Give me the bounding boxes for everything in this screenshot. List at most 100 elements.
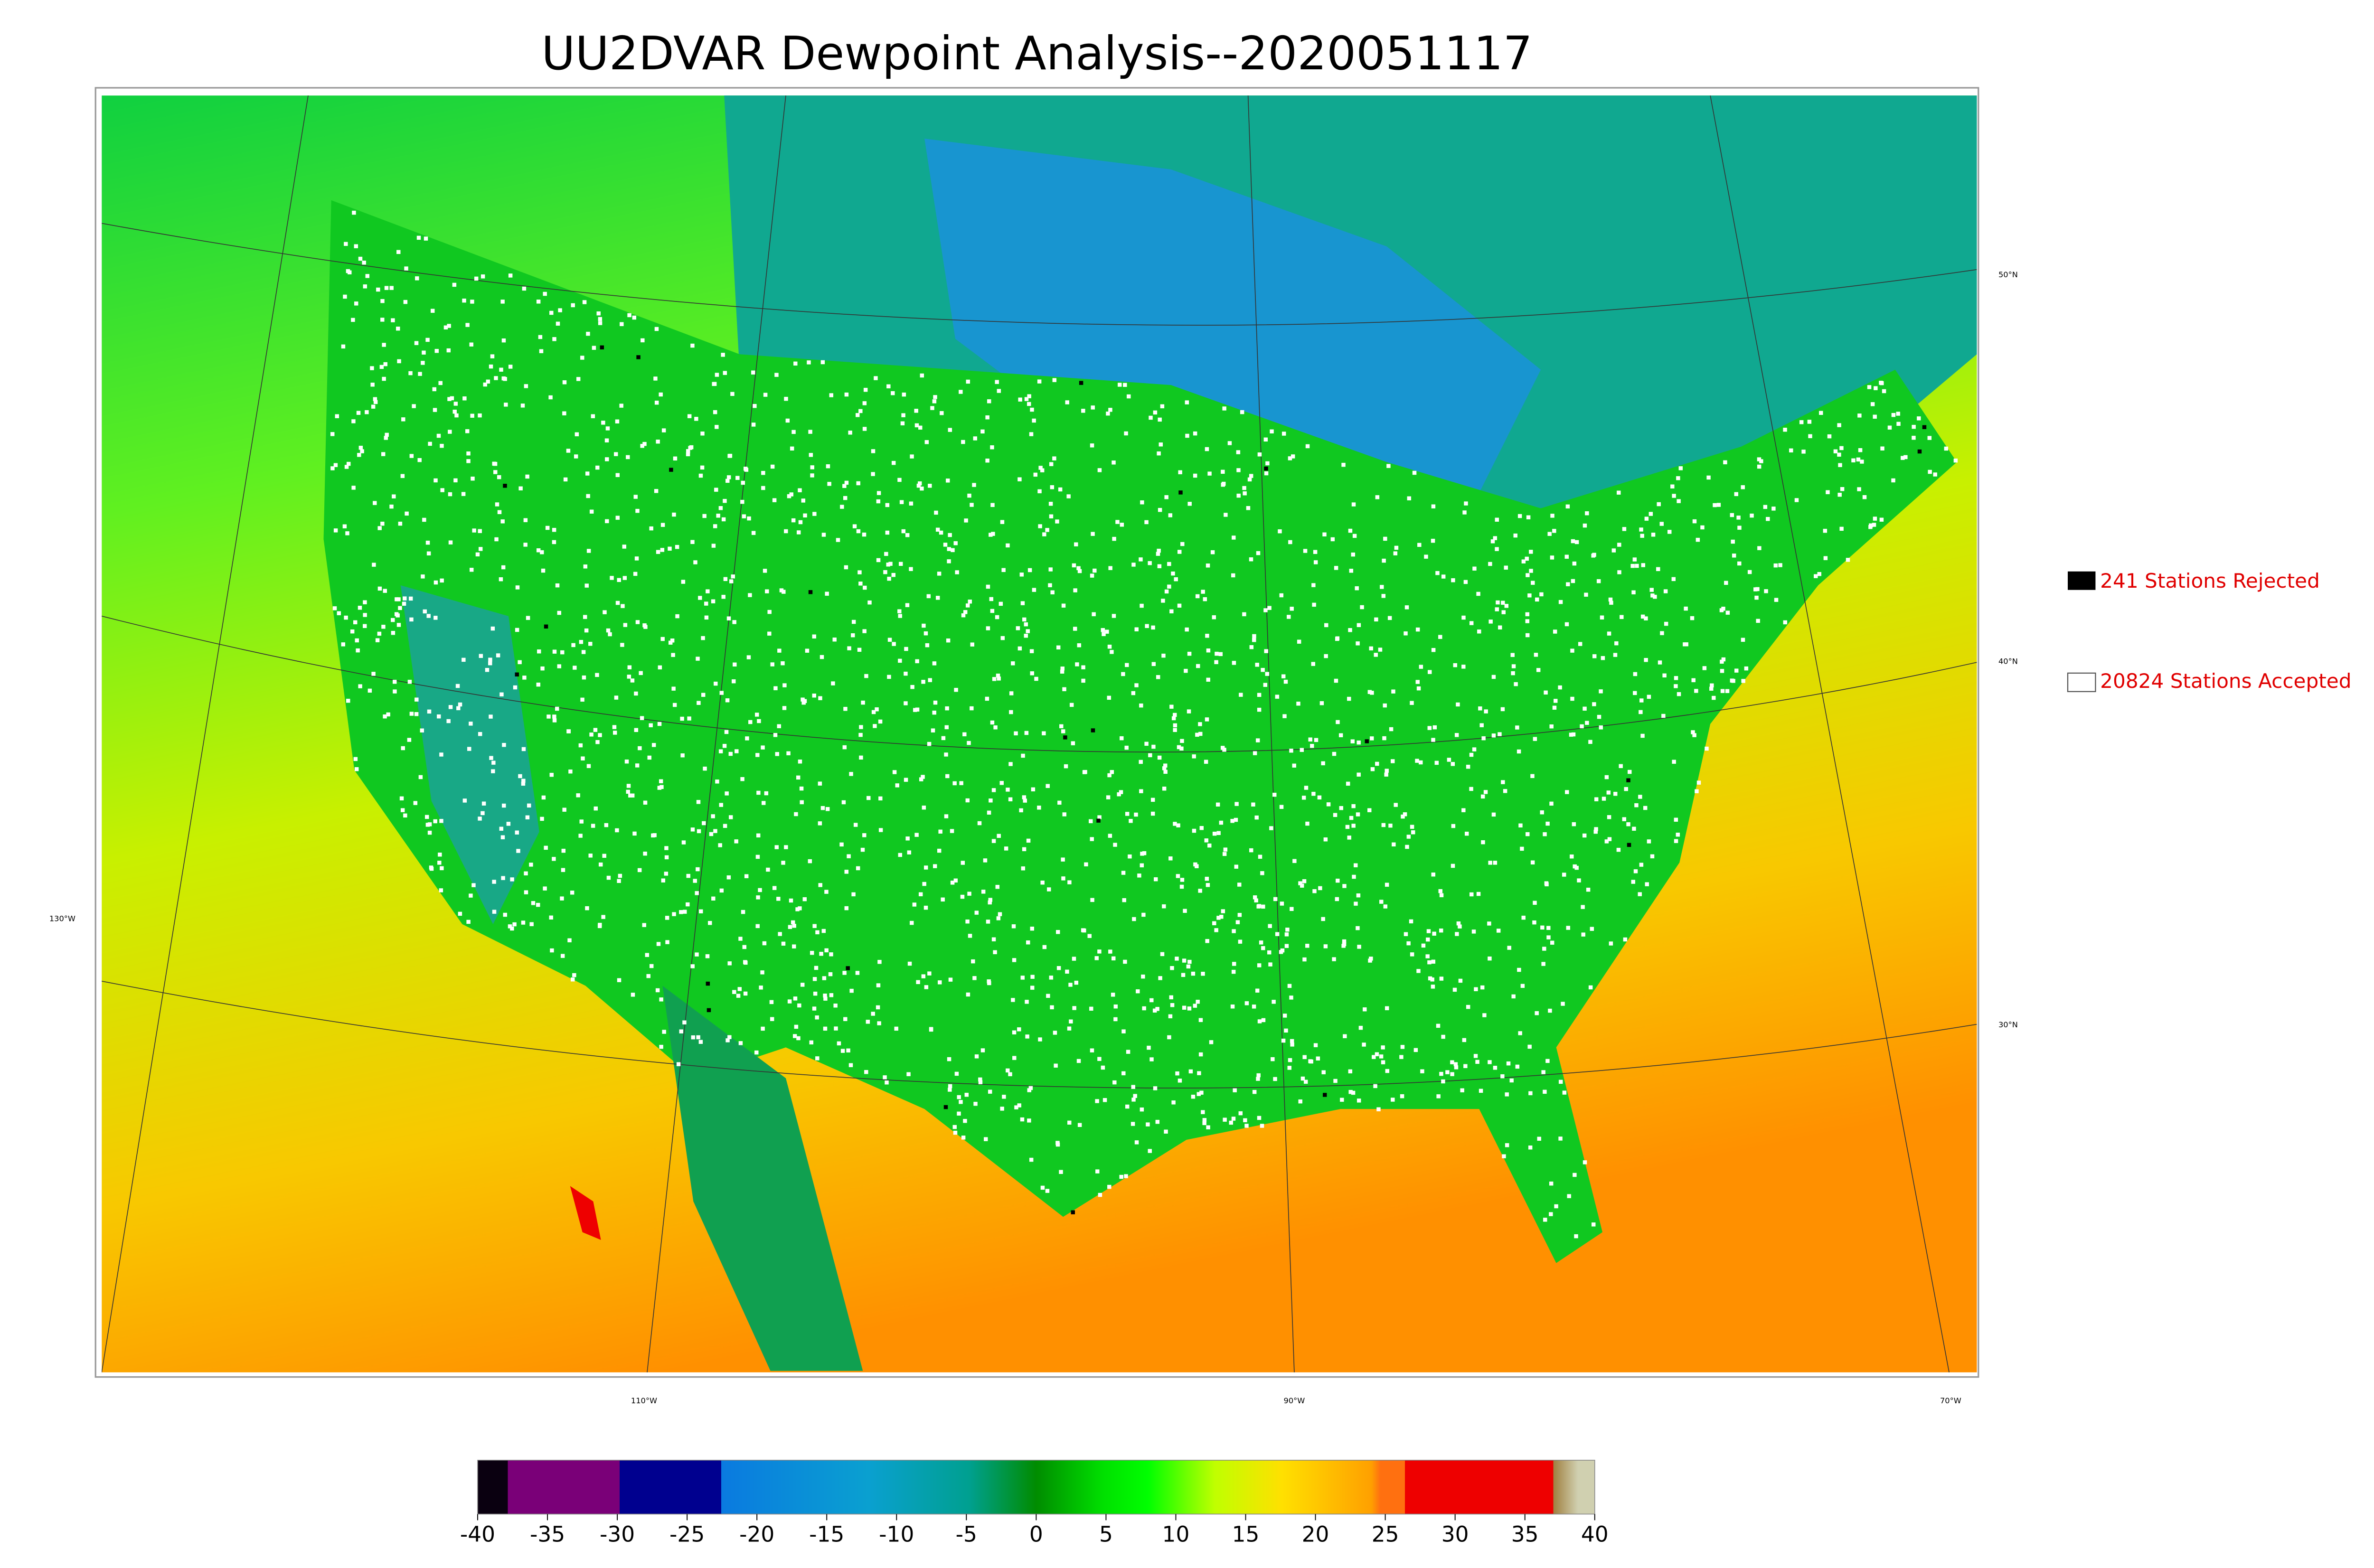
station-dot [1566, 582, 1570, 586]
station-dot [718, 506, 723, 510]
station-dot [728, 453, 733, 458]
station-dot [996, 916, 1001, 920]
station-dot [1090, 898, 1094, 902]
station-dot [598, 733, 602, 737]
station-dot [1336, 878, 1340, 883]
station-dot [1869, 523, 1873, 528]
station-dot [972, 483, 976, 487]
station-dot [423, 609, 427, 614]
station-dot [1140, 852, 1144, 856]
station-dot [400, 474, 405, 478]
station-dot [1037, 489, 1042, 494]
station-dot [1425, 954, 1430, 958]
station-dot [1406, 941, 1411, 946]
station-dot [725, 698, 730, 703]
station-dot [1330, 537, 1335, 542]
station-dot [418, 372, 422, 376]
station-dot [1067, 1120, 1072, 1125]
station-dot [876, 558, 881, 563]
station-dot [490, 354, 495, 358]
station-dot [1584, 592, 1588, 597]
station-dot [1134, 812, 1138, 817]
station-dot [1057, 800, 1062, 805]
station-dot [1004, 846, 1008, 851]
station-dot [658, 665, 662, 670]
station-dot [540, 817, 544, 821]
station-dot [885, 530, 890, 535]
station-dot [1583, 1160, 1587, 1164]
station-dot [1302, 879, 1307, 883]
station-dot [755, 753, 760, 757]
station-dot [664, 846, 669, 850]
station-dot [844, 480, 849, 485]
station-dot [1139, 789, 1143, 793]
station-dot [926, 594, 931, 599]
station-dot [1159, 442, 1163, 447]
station-dot [1281, 674, 1286, 678]
station-dot [1077, 1123, 1082, 1127]
station-dot [891, 573, 895, 577]
station-dot [714, 681, 718, 686]
station-dot [1027, 1088, 1031, 1092]
station-dot [639, 671, 643, 675]
station-dot [573, 666, 577, 670]
station-dot [891, 391, 895, 395]
station-dot [489, 714, 493, 719]
station-dot [462, 798, 467, 803]
station-dot [403, 596, 407, 601]
station-dot [1009, 710, 1013, 714]
station-dot [833, 1004, 838, 1008]
station-dot [1644, 658, 1648, 662]
station-dot [821, 929, 826, 933]
station-dot [1030, 926, 1035, 931]
station-dot [1498, 732, 1502, 736]
station-dot [1529, 550, 1533, 554]
station-dot [1150, 811, 1155, 816]
station-dot [637, 868, 642, 873]
station-dot [668, 546, 672, 551]
station-dot [690, 540, 695, 544]
station-dot [437, 861, 442, 865]
station-dot [426, 551, 431, 556]
station-dot [815, 930, 820, 935]
station-dot [1638, 892, 1642, 896]
station-dot [1672, 760, 1676, 764]
colorbar-tick-label: 40 [1581, 1521, 1609, 1547]
station-dot [690, 343, 695, 348]
station-dot [1169, 704, 1174, 709]
station-dot [732, 990, 736, 994]
station-dot [1391, 689, 1395, 694]
station-dot [512, 922, 517, 927]
station-dot [1102, 632, 1106, 636]
station-dot [706, 981, 710, 986]
station-dot [862, 532, 867, 537]
station-dot [635, 508, 640, 513]
station-dot [1546, 926, 1551, 930]
station-dot [1504, 565, 1508, 570]
station-dot [1591, 1222, 1596, 1227]
station-dot [1048, 501, 1053, 506]
station-dot [1567, 1194, 1571, 1198]
station-dot [671, 686, 676, 691]
station-dot [773, 686, 778, 690]
station-dot [1230, 1005, 1235, 1009]
station-dot [741, 480, 745, 485]
station-dot [696, 1035, 700, 1040]
station-dot [1203, 597, 1207, 601]
station-dot [1388, 823, 1393, 828]
station-dot [649, 526, 653, 531]
station-dot [1107, 1184, 1112, 1189]
station-dot [481, 801, 486, 806]
station-dot [640, 444, 644, 448]
station-dot [1334, 678, 1338, 683]
station-dot [921, 775, 925, 779]
station-dot [1148, 561, 1152, 565]
station-dot [1254, 898, 1258, 902]
station-dot [654, 489, 659, 493]
station-dot [1149, 998, 1154, 1003]
station-dot [1736, 516, 1741, 520]
station-dot [1750, 513, 1754, 518]
station-dot [510, 877, 514, 882]
station-dot [921, 974, 926, 978]
station-dot [970, 503, 974, 507]
